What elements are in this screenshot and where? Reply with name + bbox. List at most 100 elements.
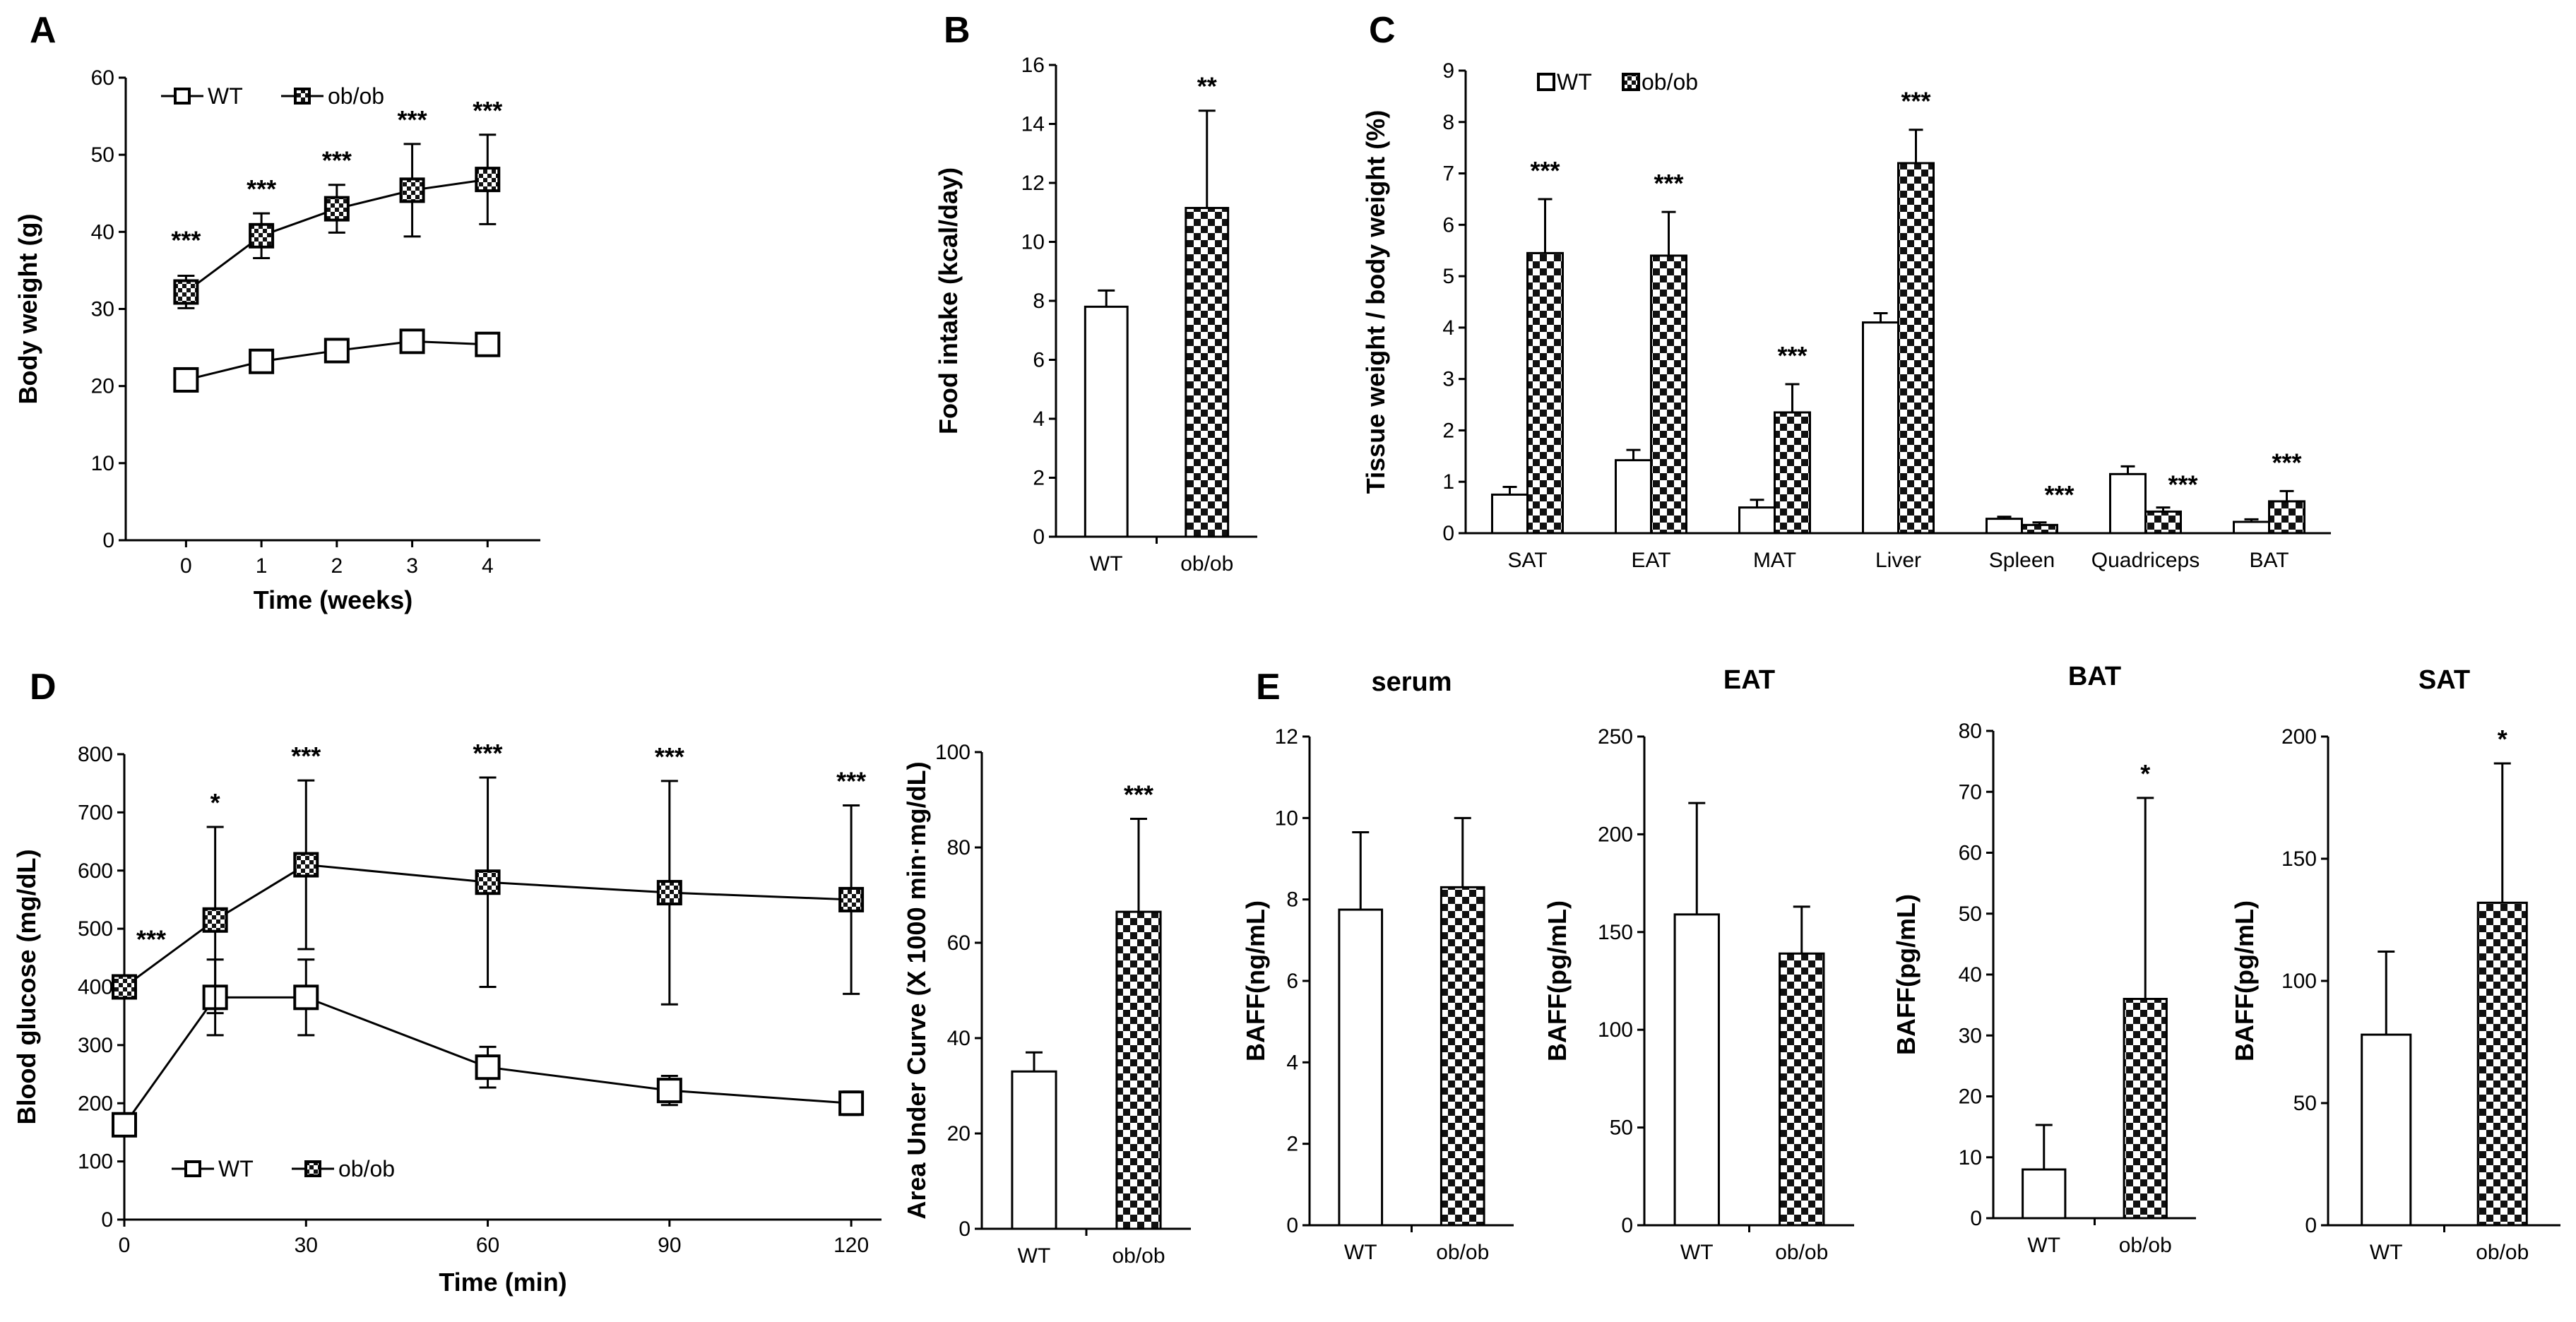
y-tick-label: 50 <box>1959 903 1982 926</box>
y-tick-label: 0 <box>101 1208 113 1232</box>
bar-wt <box>1673 913 1720 1227</box>
bar-wt <box>1011 1070 1057 1230</box>
data-point-wt <box>399 328 425 355</box>
y-tick-label: 4 <box>1033 407 1045 431</box>
significance-label: * <box>210 788 220 817</box>
y-tick-label: 200 <box>2281 725 2317 749</box>
y-tick-label: 7 <box>1442 162 1454 186</box>
y-tick-label: 3 <box>1442 368 1454 391</box>
x-axis-label: Time (min) <box>439 1268 566 1297</box>
significance-label: *** <box>2044 480 2074 509</box>
y-tick-label: 40 <box>91 220 114 244</box>
significance-label: * <box>2140 759 2150 788</box>
y-tick-label: 8 <box>1033 290 1045 313</box>
data-point-obob <box>838 886 865 912</box>
y-tick-label: 2 <box>1286 1133 1298 1156</box>
bar-obob <box>2268 500 2305 535</box>
significance-label: *** <box>836 766 866 795</box>
x-tick-label: 120 <box>833 1234 869 1257</box>
y-tick-label: 14 <box>1021 113 1045 136</box>
y-axis-label: BAFF(pg/mL) <box>1892 894 1921 1055</box>
x-tick-label: ob/ob <box>1180 552 1233 576</box>
data-point-obob <box>656 880 682 906</box>
legend-wt-label: WT <box>218 1156 254 1181</box>
y-tick-label: 10 <box>1959 1146 1982 1169</box>
panel-label: C <box>1369 10 1396 51</box>
y-tick-label: 600 <box>78 859 113 883</box>
y-tick-label: 20 <box>947 1122 971 1145</box>
y-tick-label: 100 <box>2281 970 2317 993</box>
significance-label: *** <box>1530 156 1560 185</box>
x-tick-label: EAT <box>1631 549 1670 572</box>
y-tick-label: 800 <box>78 743 113 766</box>
significance-label: *** <box>322 146 352 175</box>
y-tick-label: 2 <box>1033 467 1045 490</box>
y-tick-label: 100 <box>935 741 971 764</box>
data-point-obob <box>112 974 137 1000</box>
x-tick-label: Liver <box>1875 549 1921 572</box>
y-axis-label: Area Under Curve (X 1000 min·mg/dL) <box>902 761 931 1219</box>
y-tick-label: 10 <box>1275 806 1298 830</box>
x-tick-label: WT <box>1344 1241 1377 1264</box>
x-tick-label: MAT <box>1753 549 1796 572</box>
x-tick-label: ob/ob <box>1436 1241 1489 1264</box>
bar-wt <box>1338 908 1384 1227</box>
y-tick-label: 50 <box>1610 1116 1633 1140</box>
y-tick-label: 250 <box>1598 725 1633 749</box>
y-tick-label: 200 <box>78 1092 113 1115</box>
x-tick-label: ob/ob <box>2119 1234 2172 1257</box>
panel-a: A 0 10 20 30 40 50 60 Body weight (g) 0 1 2 3 4 Time (… <box>13 10 540 614</box>
y-tick-label: 0 <box>102 529 114 552</box>
panel-label: D <box>30 667 57 708</box>
series-line-obob <box>124 863 852 988</box>
y-tick-label: 12 <box>1275 725 1298 749</box>
y-tick-label: 400 <box>78 976 113 999</box>
bar-wt <box>2233 520 2270 535</box>
x-tick-label: 90 <box>658 1234 681 1257</box>
x-tick-label: WT <box>1680 1241 1714 1264</box>
x-tick-label: ob/ob <box>1112 1244 1165 1268</box>
bar-obob <box>2021 523 2058 535</box>
y-tick-label: 150 <box>2281 847 2317 871</box>
x-axis-label: Time (weeks) <box>254 585 412 614</box>
data-point-obob <box>475 869 501 895</box>
y-tick-label: 100 <box>78 1150 113 1174</box>
y-tick-label: 1 <box>1442 470 1454 494</box>
panel-label: B <box>944 10 971 51</box>
bar-obob <box>1526 251 1564 535</box>
legend-obob-label: ob/ob <box>338 1156 395 1181</box>
bar-obob <box>1115 910 1162 1230</box>
legend-obob-marker <box>294 88 311 105</box>
y-axis-label: BAFF(pg/mL) <box>1543 900 1572 1061</box>
y-tick-label: 10 <box>1021 231 1045 254</box>
chart-title: BAT <box>2068 662 2121 691</box>
significance-label: *** <box>2168 470 2197 499</box>
legend-wt-label: WT <box>208 83 243 109</box>
y-tick-label: 8 <box>1286 888 1298 912</box>
y-tick-label: 5 <box>1442 265 1454 288</box>
y-tick-label: 6 <box>1033 349 1045 372</box>
chart-title: serum <box>1371 667 1452 697</box>
x-tick-label: Quadriceps <box>2091 549 2200 572</box>
significance-label: *** <box>1654 169 1683 198</box>
bar-obob <box>1897 162 1935 535</box>
legend-obob-marker <box>1622 73 1640 91</box>
legend-wt-marker <box>174 88 191 105</box>
y-tick-label: 40 <box>1959 963 1982 987</box>
y-tick-label: 8 <box>1442 111 1454 134</box>
bar-obob <box>1440 886 1485 1227</box>
x-tick-label: WT <box>1090 552 1123 576</box>
significance-label: *** <box>398 105 427 134</box>
x-tick-label: 60 <box>476 1234 499 1257</box>
x-tick-label: 4 <box>482 554 494 578</box>
data-point-wt <box>838 1090 865 1116</box>
y-tick-label: 30 <box>91 298 114 321</box>
y-tick-label: 0 <box>1442 522 1454 545</box>
panel-c: C 0 1 2 3 4 5 6 7 8 9 Tissue weight / body weight (… <box>1361 10 2331 572</box>
legend-obob-marker <box>304 1160 321 1177</box>
bar-wt <box>2109 472 2147 535</box>
legend-wt-marker <box>184 1160 201 1177</box>
